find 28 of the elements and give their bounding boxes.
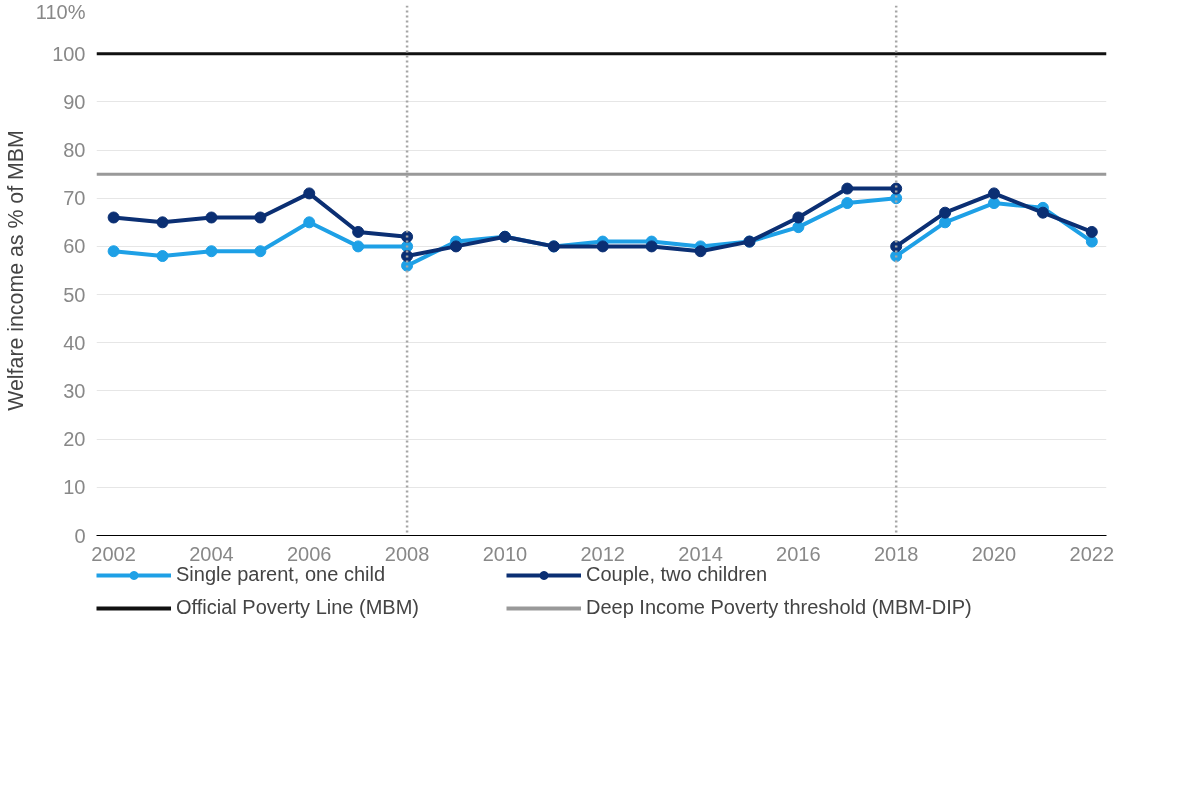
x-tick-label: 2008 <box>384 542 430 565</box>
y-tick-label: 40 <box>63 331 86 354</box>
legend-label: Couple, two children <box>586 563 769 586</box>
y-tick-label: 110% <box>35 0 86 23</box>
legend-label: Single parent, one child <box>176 563 387 586</box>
x-tick-label: 2010 <box>482 542 528 565</box>
x-tick-label: 2018 <box>873 542 919 565</box>
x-tick-label: 2016 <box>776 542 821 565</box>
y-tick-label: 80 <box>63 139 86 162</box>
legend-label: Deep Income Poverty threshold (MBM-DIP) <box>586 596 972 619</box>
y-tick-label: 60 <box>63 235 86 258</box>
legend-label: Official Poverty Line (MBM) <box>176 596 421 619</box>
x-tick-label: 2012 <box>580 542 625 565</box>
x-tick-label: 2006 <box>287 542 332 565</box>
y-tick-label: 30 <box>63 379 86 402</box>
x-tick-label: 2020 <box>971 542 1017 565</box>
y-tick-label: 20 <box>63 428 86 451</box>
y-tick-label: 0 <box>74 524 86 547</box>
y-tick-label: 10 <box>63 476 86 499</box>
x-tick-label: 2014 <box>678 542 723 565</box>
y-tick-label: 100 <box>52 42 86 65</box>
x-tick-label: 2002 <box>91 542 136 565</box>
y-axis-title: Welfare income as % of MBM <box>3 130 28 411</box>
y-tick-label: 90 <box>63 90 86 113</box>
y-tick-label: 70 <box>63 187 86 210</box>
x-tick-label: 2004 <box>189 542 234 565</box>
x-tick-label: 2022 <box>1069 542 1115 565</box>
y-tick-label: 50 <box>63 283 86 306</box>
